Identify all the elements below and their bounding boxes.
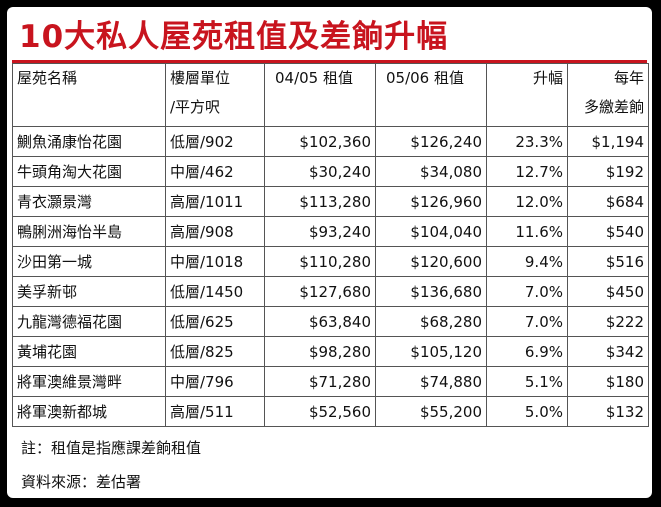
cell-rent-0405: $113,280 — [264, 186, 376, 217]
cell-rent-0506: $126,960 — [375, 186, 487, 217]
title-divider — [12, 60, 647, 63]
header-rent-0506: 05/06 租值 — [375, 63, 487, 127]
cell-extra-rates: $132 — [567, 396, 649, 427]
table-row: 鰂魚涌康怡花園 低層/902 $102,360 $126,240 23.3% $1,194 — [12, 126, 649, 157]
cell-rent-0506: $55,200 — [375, 396, 487, 427]
cell-unit: 低層/902 — [165, 126, 265, 157]
cell-increase: 12.7% — [486, 156, 568, 187]
cell-extra-rates: $516 — [567, 246, 649, 277]
header-unit-line1: 樓層單位 — [170, 69, 231, 87]
cell-name: 將軍澳維景灣畔 — [12, 366, 166, 397]
source-text: 資料來源：差估署 — [21, 473, 142, 491]
cell-extra-rates: $540 — [567, 216, 649, 247]
cell-unit: 高層/1011 — [165, 186, 265, 217]
cell-name: 青衣灝景灣 — [12, 186, 166, 217]
cell-rent-0405: $71,280 — [264, 366, 376, 397]
cell-rent-0405: $93,240 — [264, 216, 376, 247]
notes: 註：租值是指應課差餉租值 資料來源：差估署 — [21, 431, 642, 498]
cell-unit: 低層/1450 — [165, 276, 265, 307]
cell-rent-0405: $52,560 — [264, 396, 376, 427]
cell-name: 將軍澳新都城 — [12, 396, 166, 427]
note-text: 註：租值是指應課差餉租值 — [21, 439, 202, 457]
cell-increase: 7.0% — [486, 276, 568, 307]
cell-name: 牛頭角淘大花園 — [12, 156, 166, 187]
cell-name: 九龍灣德福花園 — [12, 306, 166, 337]
header-name: 屋苑名稱 — [12, 63, 166, 127]
cell-unit: 高層/908 — [165, 216, 265, 247]
header-extra-rates: 每年 多繳差餉 — [567, 63, 649, 127]
cell-rent-0405: $63,840 — [264, 306, 376, 337]
cell-name: 沙田第一城 — [12, 246, 166, 277]
rent-table: 屋苑名稱 樓層單位 /平方呎 04/05 租值 05/06 租值 升幅 每年 多… — [12, 63, 649, 427]
header-extra-line2: 多繳差餉 — [583, 98, 644, 116]
cell-rent-0405: $30,240 — [264, 156, 376, 187]
header-rent-0405: 04/05 租值 — [264, 63, 376, 127]
cell-increase: 6.9% — [486, 336, 568, 367]
cell-extra-rates: $342 — [567, 336, 649, 367]
table-card: 10大私人屋苑租值及差餉升幅 屋苑名稱 樓層單位 /平方呎 04/05 租值 0… — [7, 7, 652, 498]
cell-increase: 9.4% — [486, 246, 568, 277]
table-row: 美孚新邨 低層/1450 $127,680 $136,680 7.0% $450 — [12, 276, 649, 307]
cell-increase: 5.0% — [486, 396, 568, 427]
cell-increase: 7.0% — [486, 306, 568, 337]
cell-rent-0506: $105,120 — [375, 336, 487, 367]
cell-rent-0405: $98,280 — [264, 336, 376, 367]
table-row: 黃埔花園 低層/825 $98,280 $105,120 6.9% $342 — [12, 336, 649, 367]
cell-extra-rates: $450 — [567, 276, 649, 307]
cell-rent-0506: $136,680 — [375, 276, 487, 307]
table-row: 將軍澳維景灣畔 中層/796 $71,280 $74,880 5.1% $180 — [12, 366, 649, 397]
cell-increase: 5.1% — [486, 366, 568, 397]
cell-rent-0506: $68,280 — [375, 306, 487, 337]
cell-extra-rates: $192 — [567, 156, 649, 187]
cell-unit: 高層/511 — [165, 396, 265, 427]
table-row: 牛頭角淘大花園 中層/462 $30,240 $34,080 12.7% $192 — [12, 156, 649, 187]
cell-extra-rates: $1,194 — [567, 126, 649, 157]
cell-name: 鴨脷洲海怡半島 — [12, 216, 166, 247]
cell-rent-0506: $104,040 — [375, 216, 487, 247]
cell-name: 黃埔花園 — [12, 336, 166, 367]
cell-unit: 中層/462 — [165, 156, 265, 187]
cell-unit: 低層/825 — [165, 336, 265, 367]
cell-rent-0506: $120,600 — [375, 246, 487, 277]
cell-unit: 低層/625 — [165, 306, 265, 337]
cell-rent-0405: $102,360 — [264, 126, 376, 157]
table-row: 將軍澳新都城 高層/511 $52,560 $55,200 5.0% $132 — [12, 396, 649, 427]
header-unit-line2: /平方呎 — [170, 98, 221, 116]
cell-rent-0506: $126,240 — [375, 126, 487, 157]
header-extra-line1: 每年 — [613, 69, 644, 87]
cell-extra-rates: $684 — [567, 186, 649, 217]
cell-unit: 中層/1018 — [165, 246, 265, 277]
cell-unit: 中層/796 — [165, 366, 265, 397]
cell-extra-rates: $180 — [567, 366, 649, 397]
cell-increase: 23.3% — [486, 126, 568, 157]
cell-increase: 12.0% — [486, 186, 568, 217]
cell-rent-0506: $34,080 — [375, 156, 487, 187]
cell-extra-rates: $222 — [567, 306, 649, 337]
table-row: 沙田第一城 中層/1018 $110,280 $120,600 9.4% $516 — [12, 246, 649, 277]
cell-rent-0405: $127,680 — [264, 276, 376, 307]
table-row: 鴨脷洲海怡半島 高層/908 $93,240 $104,040 11.6% $540 — [12, 216, 649, 247]
header-row: 屋苑名稱 樓層單位 /平方呎 04/05 租值 05/06 租值 升幅 每年 多… — [12, 63, 649, 127]
cell-increase: 11.6% — [486, 216, 568, 247]
header-unit: 樓層單位 /平方呎 — [165, 63, 265, 127]
cell-rent-0506: $74,880 — [375, 366, 487, 397]
cell-rent-0405: $110,280 — [264, 246, 376, 277]
cell-name: 鰂魚涌康怡花園 — [12, 126, 166, 157]
page-title: 10大私人屋苑租值及差餉升幅 — [19, 19, 449, 55]
table-row: 九龍灣德福花園 低層/625 $63,840 $68,280 7.0% $222 — [12, 306, 649, 337]
cell-name: 美孚新邨 — [12, 276, 166, 307]
header-increase: 升幅 — [486, 63, 568, 127]
table-row: 青衣灝景灣 高層/1011 $113,280 $126,960 12.0% $684 — [12, 186, 649, 217]
